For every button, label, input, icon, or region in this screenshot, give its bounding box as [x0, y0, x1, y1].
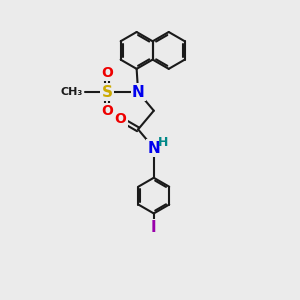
- Text: O: O: [101, 104, 113, 118]
- Text: O: O: [101, 66, 113, 80]
- Text: H: H: [158, 136, 169, 149]
- Text: N: N: [147, 141, 160, 156]
- Text: N: N: [132, 85, 145, 100]
- Text: S: S: [101, 85, 112, 100]
- Text: O: O: [115, 112, 127, 126]
- Text: I: I: [151, 220, 157, 235]
- Text: CH₃: CH₃: [61, 87, 83, 97]
